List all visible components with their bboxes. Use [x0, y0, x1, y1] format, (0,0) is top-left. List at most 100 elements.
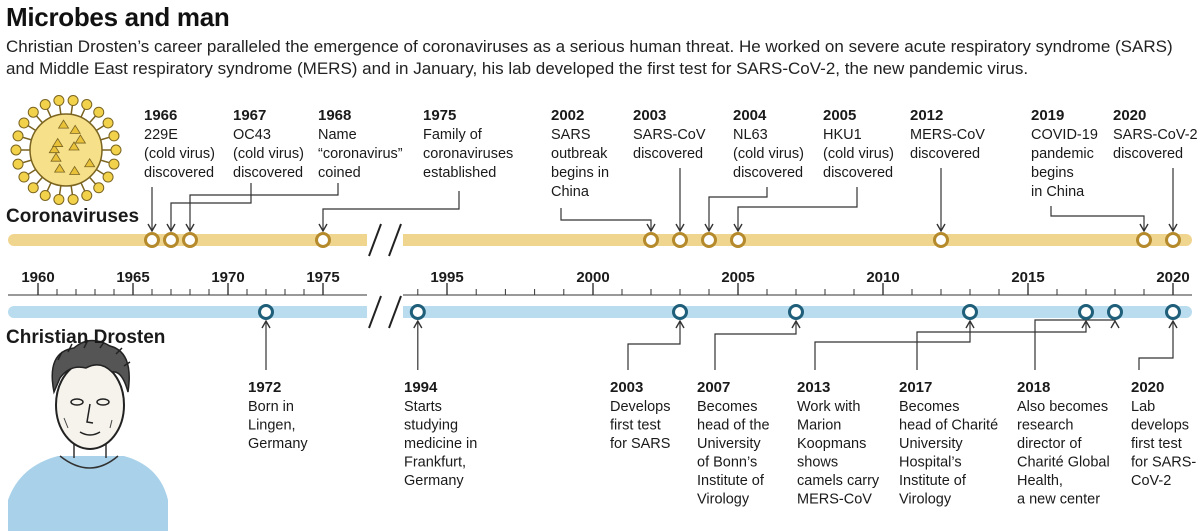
drosten-event-leader	[627, 321, 681, 370]
leader-arrowhead	[1168, 319, 1178, 329]
drosten-event-text: Born in	[248, 399, 294, 415]
drosten-event-text: Koopmans	[797, 436, 866, 452]
coronavirus-event-text: coined	[318, 165, 361, 181]
coronaviruses-track	[8, 234, 1192, 246]
drosten-event-text: first test	[610, 418, 661, 434]
drosten-event-text: head of the	[697, 418, 770, 434]
coronavirus-event-marker	[182, 232, 198, 248]
coronavirus-event-text: MERS-CoV	[910, 127, 985, 143]
drosten-event-text: research	[1017, 418, 1073, 434]
virus-spike-head	[53, 193, 65, 205]
leader-arrowhead	[936, 223, 946, 233]
virus-surface-protein	[48, 143, 61, 154]
coronavirus-event-text: discovered	[910, 146, 980, 162]
virus-spike-head	[110, 144, 122, 156]
drosten-event-text: Virology	[899, 492, 952, 508]
drosten-event-leader	[916, 321, 1087, 370]
drosten-event-text: University	[697, 436, 761, 452]
drosten-event-text: Lingen,	[248, 418, 296, 434]
coronavirus-event-text: (cold virus)	[733, 146, 804, 162]
coronavirus-event-text: coronaviruses	[423, 146, 513, 162]
coronavirus-event-text: discovered	[144, 165, 214, 181]
virus-surface-protein	[83, 158, 96, 168]
virus-surface-protein	[57, 119, 70, 129]
drosten-event-leader	[1138, 321, 1174, 370]
axis-break-slash	[388, 223, 402, 257]
drosten-event-text: camels carry	[797, 473, 880, 489]
leader-arrowhead	[318, 223, 328, 233]
coronavirus-event-text: (cold virus)	[823, 146, 894, 162]
virus-spike-head	[27, 182, 39, 194]
coronavirus-event-marker	[315, 232, 331, 248]
drosten-event-text: medicine in	[404, 436, 477, 452]
drosten-event-marker	[409, 304, 426, 320]
drosten-event-text: Virology	[697, 492, 750, 508]
leader-arrowhead	[791, 319, 801, 329]
virus-spike-head	[81, 189, 93, 201]
drosten-event-text: shows	[797, 455, 838, 471]
drosten-event-year: 2018	[1017, 379, 1050, 396]
coronavirus-event-text: (cold virus)	[144, 146, 215, 162]
coronavirus-event-text: HKU1	[823, 127, 862, 143]
drosten-event-text: director of	[1017, 436, 1082, 452]
coronavirus-event-text: begins	[1031, 165, 1074, 181]
coronavirus-event-leader	[560, 208, 652, 231]
virus-spike-head	[18, 171, 30, 183]
drosten-event-text: Starts	[404, 399, 442, 415]
virus-spike-head	[12, 158, 24, 170]
coronavirus-event-marker	[933, 232, 949, 248]
coronavirus-event-text: SARS	[551, 127, 591, 143]
axis-tick-label: 2020	[1156, 269, 1189, 286]
coronavirus-event-leader	[170, 183, 252, 231]
drosten-event-text: studying	[404, 418, 458, 434]
drosten-event-text: Germany	[404, 473, 464, 489]
virus-surface-protein	[74, 134, 87, 144]
coronavirus-event-text: NL63	[733, 127, 768, 143]
axis-break-slash	[388, 295, 402, 329]
drosten-event-marker	[672, 304, 688, 320]
axis-break-slash	[368, 223, 382, 257]
coronavirus-event-year: 2019	[1031, 107, 1064, 124]
coronavirus-event-text: discovered	[633, 146, 703, 162]
coronavirus-event-marker	[144, 232, 160, 248]
coronaviruses-track-label: Coronaviruses	[6, 206, 139, 227]
coronavirus-event-year: 2020	[1113, 107, 1146, 124]
axis-tick-label: 2015	[1011, 269, 1044, 286]
drosten-event-marker	[1107, 304, 1123, 320]
drosten-event-text: Health,	[1017, 473, 1063, 489]
coronavirus-event-text: discovered	[823, 165, 893, 181]
axis-break-gap	[367, 292, 403, 332]
coronavirus-event-marker	[1165, 232, 1181, 248]
virus-spike-head	[12, 130, 24, 142]
drosten-event-text: Becomes	[697, 399, 757, 415]
coronavirus-event-text: (cold virus)	[233, 146, 304, 162]
virus-spike-head	[102, 171, 114, 183]
virus-surface-protein	[51, 137, 64, 147]
virus-spike-head	[93, 106, 105, 118]
leader-arrowhead	[1168, 223, 1178, 233]
leader-arrowhead	[261, 319, 271, 329]
drosten-event-text: University	[899, 436, 963, 452]
coronavirus-event-text: SARS-CoV	[633, 127, 706, 143]
coronavirus-illustration	[10, 95, 122, 205]
drosten-track-label: Christian Drosten	[6, 327, 165, 348]
drosten-event-text: Becomes	[899, 399, 959, 415]
coronavirus-event-leader	[737, 187, 858, 231]
virus-spike-head	[93, 182, 105, 194]
coronavirus-event-text: “coronavirus”	[318, 146, 403, 162]
leader-arrowhead	[1081, 319, 1091, 329]
drosten-event-text: Institute of	[697, 473, 765, 489]
drosten-event-marker	[1078, 304, 1094, 320]
coronavirus-event-text: 229E	[144, 127, 178, 143]
virus-surface-protein	[69, 124, 81, 134]
drosten-event-text: Also becomes	[1017, 399, 1108, 415]
virus-spike-head	[108, 130, 120, 142]
coronavirus-event-text: discovered	[733, 165, 803, 181]
virus-spike-head	[108, 158, 120, 170]
drosten-event-text: Frankfurt,	[404, 455, 466, 471]
virus-surface-protein	[68, 165, 81, 175]
coronavirus-event-leader	[189, 183, 339, 231]
coronavirus-event-year: 1966	[144, 107, 177, 124]
drosten-event-text: MERS-CoV	[797, 492, 872, 508]
